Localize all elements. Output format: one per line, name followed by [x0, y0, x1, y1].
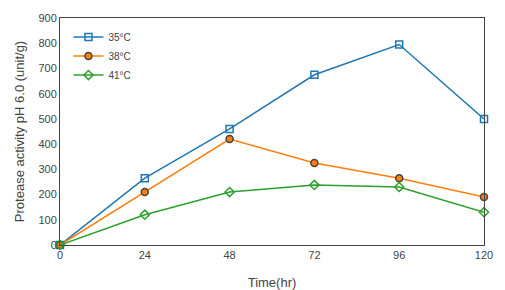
svg-text:0: 0 — [57, 249, 63, 261]
svg-text:120: 120 — [475, 249, 493, 261]
svg-text:35°C: 35°C — [108, 32, 130, 43]
svg-text:38°C: 38°C — [108, 51, 130, 62]
svg-text:Protease activity pH 6.0 (unit: Protease activity pH 6.0 (unit/g) — [12, 41, 27, 222]
svg-text:900: 900 — [38, 12, 56, 24]
svg-text:200: 200 — [38, 188, 56, 200]
svg-text:700: 700 — [38, 62, 56, 74]
svg-text:Time(hr): Time(hr) — [248, 275, 297, 290]
svg-text:41°C: 41°C — [108, 70, 130, 81]
svg-text:48: 48 — [223, 249, 235, 261]
svg-text:300: 300 — [38, 163, 56, 175]
svg-text:600: 600 — [38, 88, 56, 100]
svg-text:0: 0 — [51, 239, 57, 251]
svg-text:500: 500 — [38, 113, 56, 125]
svg-text:72: 72 — [308, 249, 320, 261]
svg-text:96: 96 — [393, 249, 405, 261]
svg-text:100: 100 — [38, 214, 56, 226]
svg-text:400: 400 — [38, 138, 56, 150]
svg-text:24: 24 — [139, 249, 151, 261]
svg-text:800: 800 — [38, 37, 56, 49]
